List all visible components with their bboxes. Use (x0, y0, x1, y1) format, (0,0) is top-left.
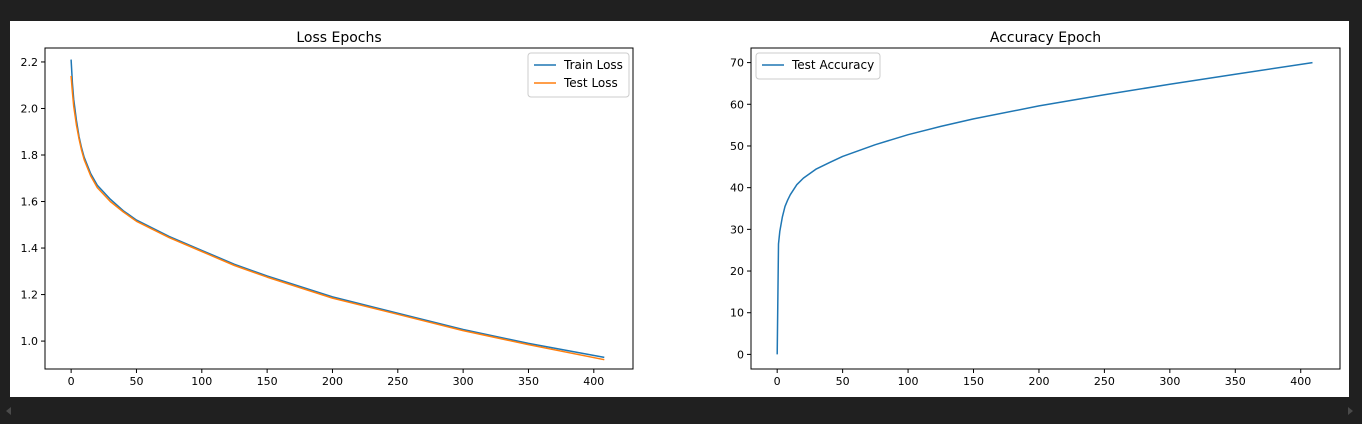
notebook-output-area: Loss Epochs 0 50 100 150 200 250 300 350 400 1.0 1.… (10, 21, 1349, 397)
x-tick-label: 100 (191, 375, 212, 388)
legend: Train Loss Test Loss (527, 52, 630, 98)
y-tick-label: 20 (730, 265, 744, 278)
legend-box (755, 52, 881, 80)
y-tick-label: 10 (730, 307, 744, 320)
y-tick-label: 1.4 (21, 242, 39, 255)
series-line-test-loss (70, 75, 605, 361)
y-tick-label: 2.2 (21, 56, 39, 69)
y-tick-label: 2.0 (21, 102, 39, 115)
y-tick-label: 40 (730, 182, 744, 195)
x-tick-label: 200 (322, 375, 343, 388)
x-tick-label: 400 (1290, 375, 1311, 388)
x-tick-label: 250 (1094, 375, 1115, 388)
series-line-train-loss (70, 59, 605, 359)
series-line-test-accuracy (776, 61, 1313, 355)
axes-frame (44, 47, 634, 370)
x-tick-label: 150 (963, 375, 984, 388)
x-tick-label: 400 (583, 375, 604, 388)
legend-label: Train Loss (563, 58, 623, 72)
x-tick-label: 300 (453, 375, 474, 388)
y-tick-label: 1.6 (21, 196, 39, 209)
x-tick-label: 250 (387, 375, 408, 388)
x-tick-label: 200 (1028, 375, 1049, 388)
y-tick-label: 1.2 (21, 289, 39, 302)
x-tick-label: 350 (1225, 375, 1246, 388)
x-tick-label: 0 (774, 375, 781, 388)
x-tick-label: 0 (68, 375, 75, 388)
scroll-right-arrow-icon[interactable] (1348, 407, 1353, 415)
x-tick-label: 350 (518, 375, 539, 388)
y-tick-label: 70 (730, 57, 744, 70)
y-tick-label: 1.0 (21, 335, 39, 348)
chart-title: Accuracy Epoch (990, 30, 1101, 46)
x-tick-label: 100 (898, 375, 919, 388)
y-tick-label: 60 (730, 98, 744, 111)
axes-frame (750, 47, 1341, 370)
legend-box (527, 52, 630, 98)
legend-label: Test Accuracy (791, 58, 874, 72)
x-tick-label: 50 (836, 375, 850, 388)
horizontal-scrollbar[interactable] (0, 398, 1362, 424)
chart-1: Loss Epochs 0 50 100 150 200 250 300 350 400 1.0 1.… (21, 30, 634, 388)
chart-2: Accuracy Epoch 0 50 100 150 200 250 300 350 400 0 1… (730, 30, 1341, 388)
scroll-left-arrow-icon[interactable] (6, 407, 11, 415)
legend: Test Accuracy (755, 52, 881, 80)
chart-title: Loss Epochs (296, 30, 381, 46)
x-tick-label: 150 (257, 375, 278, 388)
y-tick-label: 50 (730, 140, 744, 153)
legend-label: Test Loss (563, 76, 618, 90)
x-tick-label: 50 (129, 375, 143, 388)
x-tick-label: 300 (1159, 375, 1180, 388)
y-tick-label: 0 (737, 348, 744, 361)
y-tick-label: 1.8 (21, 149, 39, 162)
y-tick-label: 30 (730, 223, 744, 236)
